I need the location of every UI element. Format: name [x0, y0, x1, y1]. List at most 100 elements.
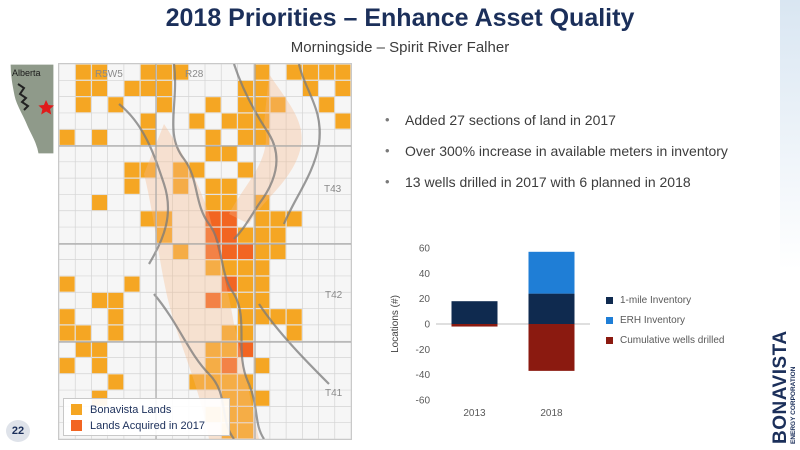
range-label-r28: R28 — [185, 69, 204, 80]
land-parcel — [59, 276, 75, 292]
chart-legend-item: 1-mile Inventory — [606, 290, 724, 310]
land-parcel — [108, 97, 124, 113]
land-parcel — [254, 80, 270, 97]
legend-swatch — [71, 404, 82, 415]
land-parcel — [92, 80, 108, 97]
land-parcel — [173, 178, 189, 194]
land-parcel — [59, 129, 75, 145]
land-parcel — [254, 276, 270, 292]
page-number: 22 — [6, 420, 30, 442]
land-parcel — [238, 390, 254, 406]
land-parcel — [189, 113, 205, 129]
land-parcel — [189, 162, 205, 178]
land-map: R5W5 R28 T43 T42 T41 — [58, 63, 352, 440]
legend-label: Lands Acquired in 2017 — [90, 419, 205, 432]
land-parcel — [254, 260, 270, 276]
y-axis-label: Locations (#) — [390, 295, 401, 353]
legend-swatch — [606, 316, 613, 324]
land-parcel — [238, 243, 254, 260]
land-parcel — [205, 260, 221, 276]
bullet-text: Over 300% increase in available meters i… — [405, 143, 728, 159]
land-parcel — [75, 64, 91, 80]
township-label-t43: T43 — [324, 184, 342, 195]
y-tick-label: 40 — [419, 269, 431, 280]
land-parcel — [108, 374, 124, 390]
bullet-icon: • — [385, 174, 390, 189]
land-parcel — [270, 243, 286, 260]
land-parcel — [270, 309, 286, 325]
land-parcel — [221, 178, 237, 194]
land-parcel — [156, 97, 172, 113]
y-tick-label: -40 — [416, 370, 431, 381]
land-parcel — [59, 325, 75, 341]
y-tick-label: 60 — [419, 244, 431, 255]
land-parcel — [205, 129, 221, 145]
bullet-list: • Added 27 sections of land in 2017 • Ov… — [385, 112, 785, 205]
land-parcel — [75, 97, 91, 113]
land-parcel — [286, 211, 302, 227]
bar-1-mile-inventory — [451, 301, 498, 324]
land-parcel — [221, 211, 237, 227]
land-parcel — [238, 292, 254, 308]
land-parcel — [319, 64, 335, 80]
legend-label: Cumulative wells drilled — [620, 334, 725, 346]
land-parcel — [238, 162, 254, 178]
land-parcel — [173, 162, 189, 178]
land-parcel — [108, 292, 124, 308]
legend-swatch — [606, 336, 613, 344]
township-boundaries — [59, 64, 351, 439]
land-parcel — [238, 227, 254, 243]
land-parcel — [124, 178, 140, 194]
land-parcel — [92, 129, 108, 145]
alberta-inset-map — [9, 63, 55, 155]
bar-1-mile-inventory — [528, 293, 575, 324]
land-parcel — [173, 243, 189, 260]
land-parcel — [156, 64, 172, 80]
legend-swatch — [606, 296, 613, 304]
land-parcel — [140, 162, 156, 178]
land-parcel — [221, 358, 237, 374]
land-parcel — [92, 64, 108, 80]
land-parcel — [205, 146, 221, 162]
legend-label: ERH Inventory — [620, 314, 686, 326]
fairway-haze — [144, 74, 302, 439]
land-parcel — [254, 211, 270, 227]
land-parcel — [75, 80, 91, 97]
bar-erh-inventory — [528, 251, 575, 294]
land-parcel — [205, 195, 221, 211]
land-parcel — [108, 309, 124, 325]
land-parcel — [92, 358, 108, 374]
land-parcel — [335, 113, 351, 129]
land-parcel — [221, 374, 237, 390]
map-legend: Bonavista Lands Lands Acquired in 2017 — [63, 398, 230, 436]
land-parcel — [254, 129, 270, 145]
bullet-item: • Added 27 sections of land in 2017 — [385, 112, 785, 143]
y-tick-label: -20 — [416, 345, 431, 356]
land-parcel — [221, 243, 237, 260]
land-parcel — [221, 341, 237, 357]
land-parcel — [221, 260, 237, 276]
land-parcel — [205, 358, 221, 374]
land-parcel — [221, 195, 237, 211]
land-parcel — [238, 406, 254, 423]
x-tick-label: 2013 — [463, 408, 486, 419]
chart-legend-item: ERH Inventory — [606, 310, 724, 330]
land-parcel — [319, 97, 335, 113]
land-parcel — [173, 64, 189, 80]
land-parcel — [205, 341, 221, 357]
land-parcel — [75, 341, 91, 357]
land-parcel — [92, 195, 108, 211]
land-parcel — [189, 374, 205, 390]
land-parcel — [156, 80, 172, 97]
land-parcel — [254, 243, 270, 260]
land-parcel — [124, 162, 140, 178]
land-parcel — [286, 309, 302, 325]
land-parcel — [140, 113, 156, 129]
land-parcel — [221, 292, 237, 308]
bullet-item: • 13 wells drilled in 2017 with 6 planne… — [385, 174, 785, 205]
inset-label: Alberta — [12, 68, 41, 78]
side-decoration — [780, 0, 800, 450]
land-parcel — [254, 97, 270, 113]
land-parcel — [254, 390, 270, 406]
land-parcel — [286, 64, 302, 80]
